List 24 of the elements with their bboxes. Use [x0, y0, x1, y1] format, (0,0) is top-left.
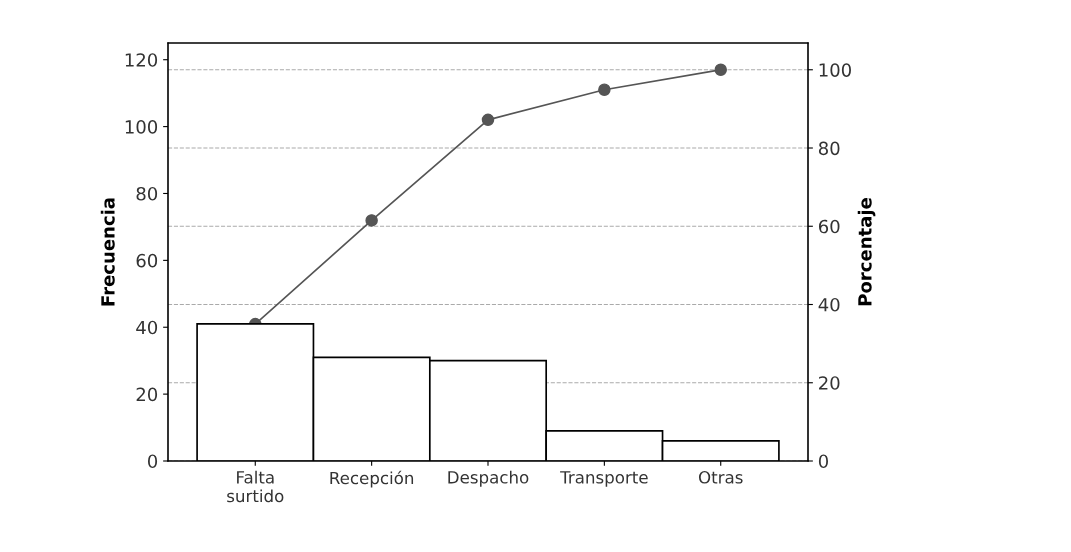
- y2-tick-label: 40: [818, 297, 840, 312]
- x-tick-label: Falta surtido: [227, 470, 284, 503]
- y-tick-label: 100: [125, 120, 158, 134]
- x-tick-label: Recepción: [330, 470, 414, 488]
- point: [598, 83, 611, 96]
- y2-tick-label: 60: [818, 219, 840, 234]
- x-tick-label: Otras: [698, 471, 743, 484]
- x-tick-label: Transporte: [560, 471, 648, 487]
- y2-tick-label: 80: [818, 141, 840, 156]
- y2-tick-label: 20: [819, 376, 840, 390]
- y-tick-label: 0: [147, 454, 158, 469]
- y-axis-title: Frecuencia: [100, 198, 115, 306]
- point: [481, 113, 495, 127]
- y-tick-label: 20: [136, 387, 158, 402]
- x-tick-label: Despacho: [448, 470, 529, 487]
- y2-tick-label: 0: [818, 454, 829, 469]
- y-tick-label: 40: [136, 320, 158, 335]
- point: [365, 214, 378, 227]
- point: [714, 63, 727, 77]
- y-tick-label: 60: [136, 253, 158, 268]
- y2-axis-title: Porcentaje: [857, 198, 876, 306]
- y-tick-label: 80: [136, 186, 158, 201]
- y2-tick-label: 100: [819, 63, 851, 77]
- y-tick-label: 120: [125, 53, 158, 67]
